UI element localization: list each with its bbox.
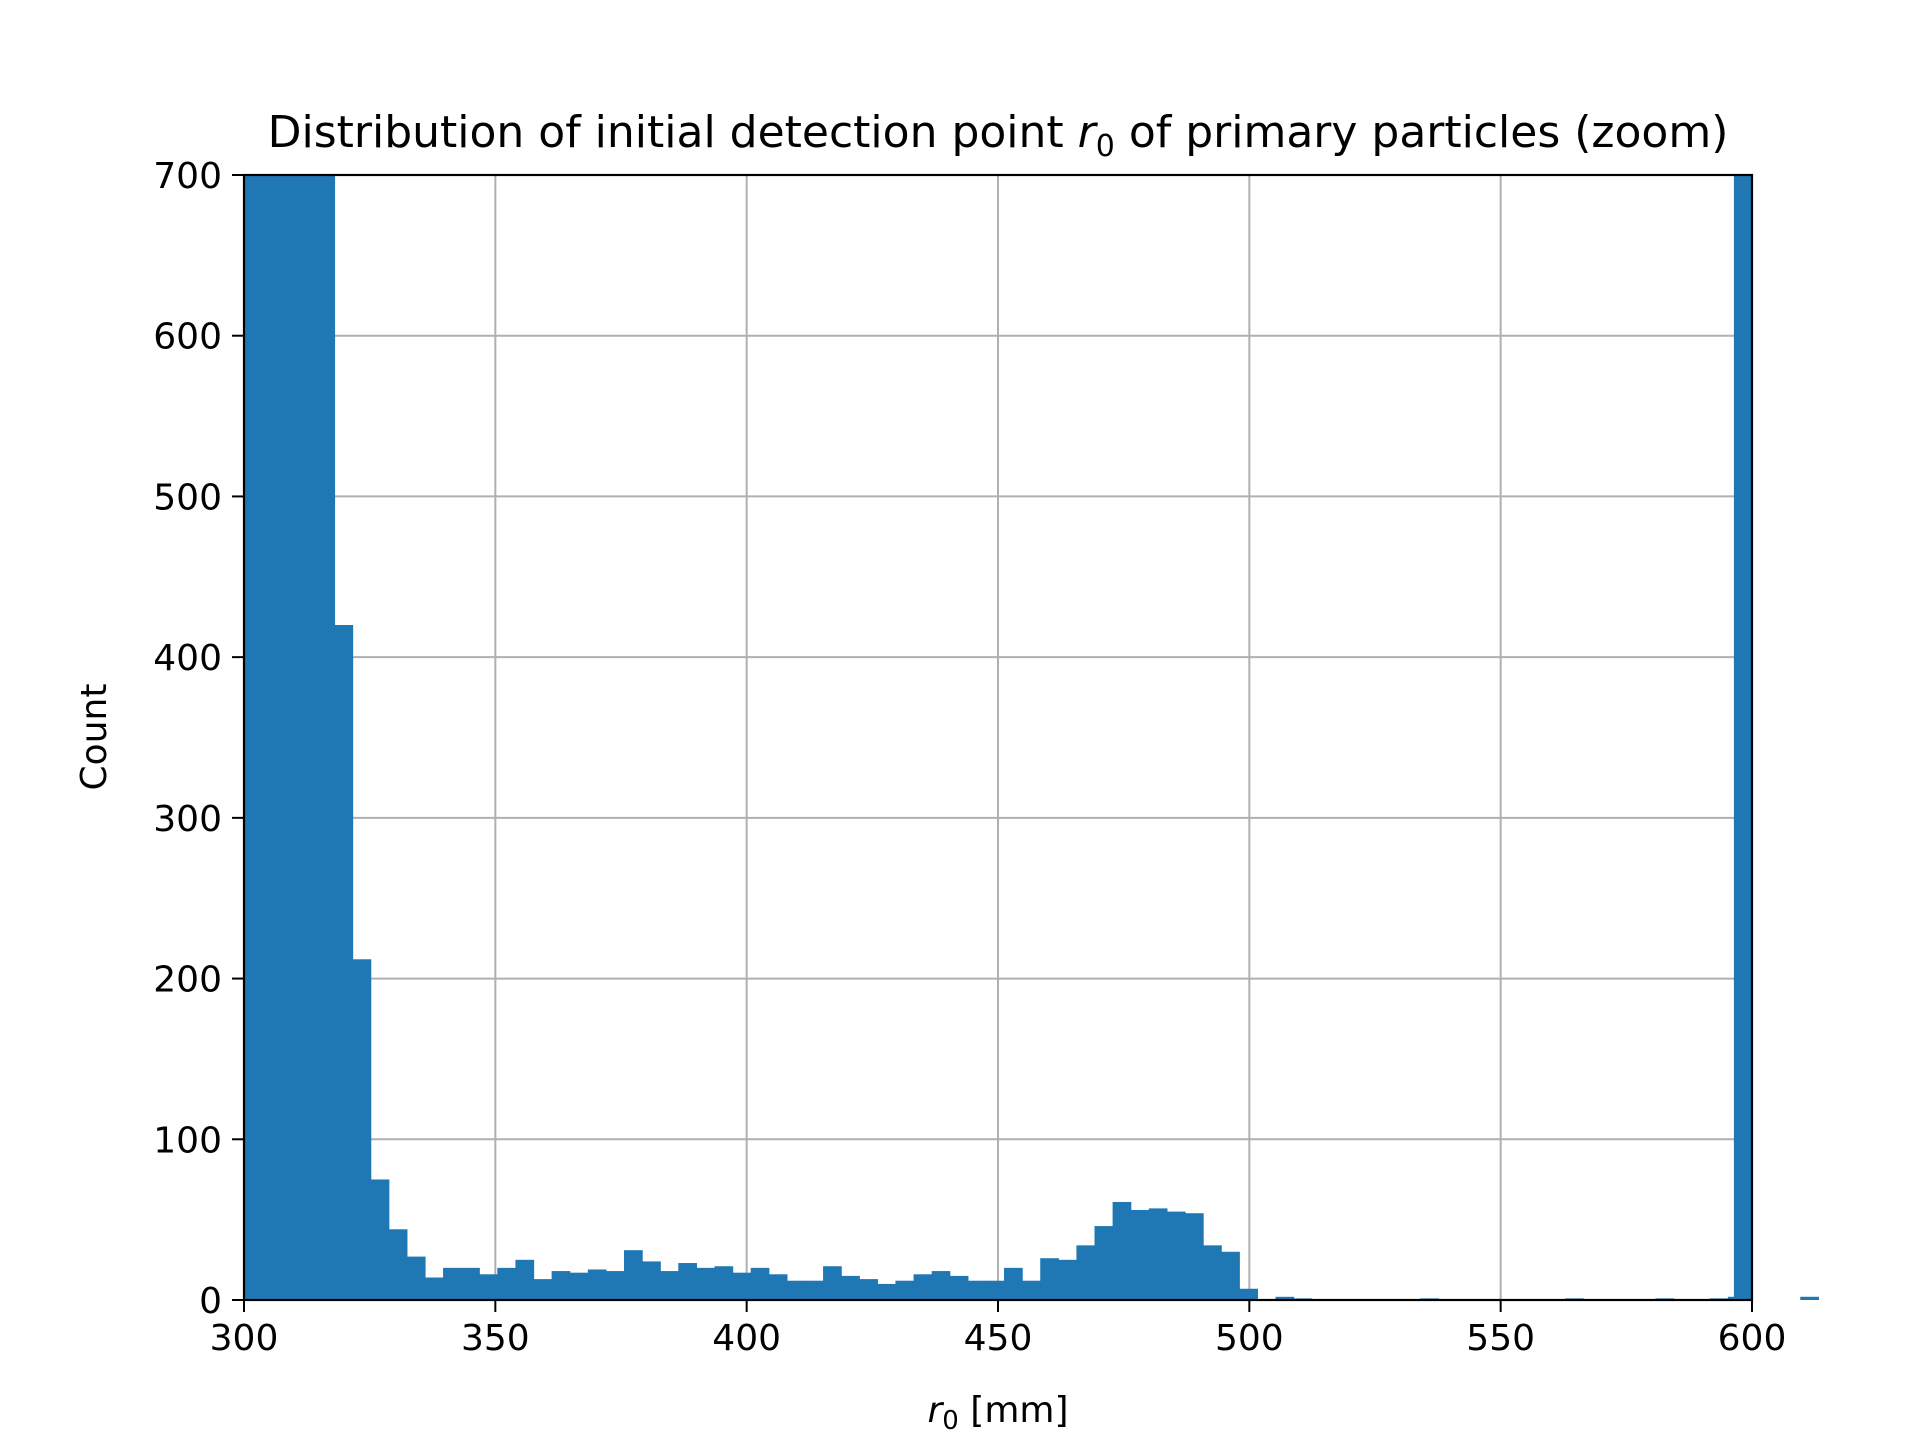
histogram-bar xyxy=(1112,1201,1132,1300)
x-axis-label: r0 [mm] xyxy=(927,1390,1068,1436)
histogram-bar xyxy=(1166,1211,1186,1300)
histogram-bar xyxy=(1022,1280,1041,1300)
histogram-bar xyxy=(660,1271,679,1300)
histogram-bar xyxy=(1076,1245,1096,1300)
histogram-bar xyxy=(352,959,372,1300)
y-tick-label: 500 xyxy=(153,477,222,518)
histogram-bar xyxy=(696,1267,716,1300)
histogram-bar xyxy=(533,1279,553,1300)
y-tick-label: 0 xyxy=(199,1281,222,1322)
x-tick-label: 300 xyxy=(210,1318,279,1359)
chart-title: Distribution of initial detection point … xyxy=(268,107,1729,164)
histogram-bar xyxy=(280,175,299,1300)
x-axis-variable: r xyxy=(927,1390,944,1431)
x-axis-unit: [mm] xyxy=(959,1390,1069,1431)
histogram-bar xyxy=(262,175,281,1300)
histogram-bar xyxy=(931,1271,951,1300)
y-axis-label: Count xyxy=(74,684,115,791)
histogram-bar xyxy=(913,1274,933,1300)
grid-lines xyxy=(243,174,1753,1301)
histogram-bar xyxy=(1148,1208,1168,1300)
histogram-bar xyxy=(316,175,336,1300)
x-tick-label: 500 xyxy=(1215,1318,1284,1359)
histogram-bar xyxy=(1203,1245,1222,1300)
title-subscript: 0 xyxy=(1096,129,1115,164)
x-tick-label: 450 xyxy=(964,1318,1033,1359)
histogram-bar xyxy=(1130,1210,1150,1300)
histogram-bar xyxy=(877,1283,897,1300)
x-tick-label: 600 xyxy=(1718,1318,1787,1359)
x-tick-label: 350 xyxy=(461,1318,530,1359)
histogram-bar xyxy=(642,1261,661,1300)
histogram-bar xyxy=(895,1280,915,1300)
histogram-bar xyxy=(714,1266,734,1300)
histogram-bar xyxy=(768,1274,788,1300)
histogram-bar xyxy=(804,1280,824,1300)
histogram-bar xyxy=(1800,1296,1819,1300)
histogram-bar xyxy=(678,1263,697,1300)
histogram-bar xyxy=(1058,1259,1078,1300)
histogram-bar xyxy=(1004,1267,1023,1300)
histogram-bar-edge xyxy=(1733,175,1752,1300)
histogram-bar xyxy=(624,1250,643,1300)
y-tick-label: 100 xyxy=(153,1120,222,1161)
histogram-bar xyxy=(479,1274,498,1300)
x-tick-label: 400 xyxy=(712,1318,781,1359)
histogram-bar xyxy=(786,1280,806,1300)
y-tick-label: 200 xyxy=(153,960,222,1001)
histogram-bar xyxy=(569,1272,589,1300)
histogram-bar xyxy=(841,1275,860,1300)
histogram-bar xyxy=(515,1259,535,1300)
histogram-bar xyxy=(750,1267,770,1300)
histogram-bar xyxy=(587,1269,607,1300)
title-suffix: of primary particles (zoom) xyxy=(1115,107,1729,158)
histogram-bar xyxy=(406,1256,426,1300)
histogram-bar xyxy=(859,1279,878,1300)
title-prefix: Distribution of initial detection point xyxy=(268,107,1078,158)
histogram-bar xyxy=(732,1272,752,1300)
histogram-bar xyxy=(244,175,263,1300)
histogram-bar xyxy=(967,1280,987,1300)
histogram-bar xyxy=(424,1277,444,1300)
x-axis-subscript: 0 xyxy=(942,1406,959,1436)
axis-ticks: 300 350 400 450 500 550 600 0 100 200 300 400 500 600… xyxy=(153,156,1786,1359)
x-tick-label: 550 xyxy=(1466,1318,1535,1359)
title-variable: r xyxy=(1078,107,1099,158)
histogram-bar xyxy=(1221,1251,1240,1300)
y-tick-label: 400 xyxy=(153,638,222,679)
histogram-bar xyxy=(334,625,354,1300)
histogram-bar xyxy=(461,1267,480,1300)
histogram-bar xyxy=(551,1271,571,1300)
histogram-bar xyxy=(1094,1226,1114,1300)
histogram-bar xyxy=(388,1229,408,1300)
histogram-bar xyxy=(370,1179,390,1300)
histogram-bars xyxy=(244,175,1819,1300)
y-tick-label: 700 xyxy=(153,156,222,197)
histogram-bar xyxy=(443,1267,462,1300)
histogram-bar xyxy=(605,1271,625,1300)
histogram-bar xyxy=(949,1275,969,1300)
histogram-bar xyxy=(497,1267,517,1300)
histogram-bar xyxy=(1184,1213,1204,1300)
y-tick-label: 300 xyxy=(153,799,222,840)
histogram-bar xyxy=(985,1280,1005,1300)
histogram-bar xyxy=(298,175,317,1300)
histogram-bar xyxy=(1275,1296,1295,1300)
y-tick-label: 600 xyxy=(153,317,222,358)
histogram-bar xyxy=(1040,1258,1059,1300)
histogram-bar xyxy=(1239,1288,1258,1300)
histogram-bar xyxy=(823,1266,842,1300)
